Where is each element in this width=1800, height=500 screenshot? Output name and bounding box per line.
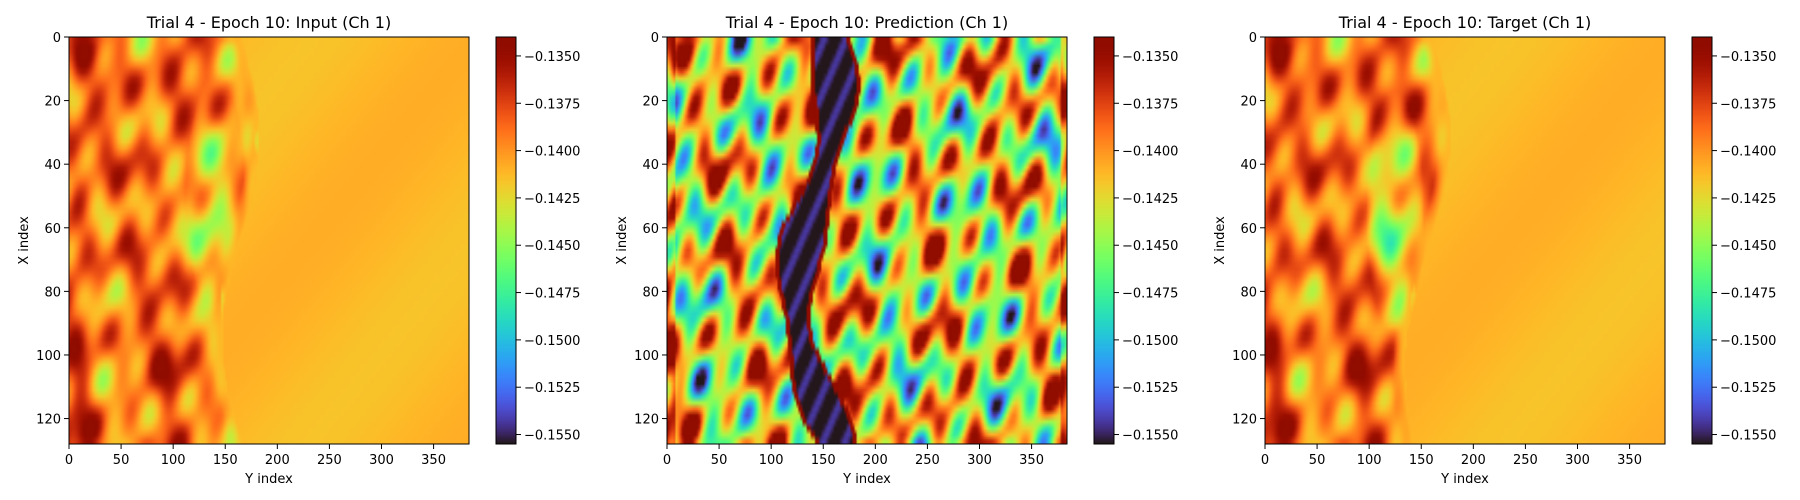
colorbar-tick-label: −0.1400 [1720, 145, 1776, 160]
colorbar-tick-label: −0.1475 [1720, 287, 1776, 302]
x-tick-label: 250 [915, 453, 940, 468]
x-axis-label: Y index [244, 472, 293, 487]
colorbar-tick-label: −0.1550 [1122, 429, 1178, 444]
y-tick-label: 100 [36, 349, 61, 364]
heatmap-image [1265, 37, 1665, 444]
colorbar-tick-label: −0.1450 [1122, 239, 1178, 254]
colorbar [1692, 37, 1712, 444]
x-tick-label: 300 [1565, 453, 1590, 468]
colorbar-tick-label: −0.1475 [1122, 287, 1178, 302]
x-tick-label: 50 [711, 453, 728, 468]
y-tick-label: 60 [1240, 222, 1257, 237]
y-tick-label: 40 [642, 158, 659, 173]
y-tick-label: 40 [1240, 158, 1257, 173]
heatmap-image [69, 37, 469, 444]
y-tick-label: 80 [1240, 285, 1257, 300]
x-axis-label: Y index [1440, 472, 1489, 487]
y-tick-label: 20 [44, 95, 61, 110]
x-tick-label: 350 [1019, 453, 1044, 468]
colorbar-tick-label: −0.1500 [1122, 334, 1178, 349]
y-tick-label: 100 [1232, 349, 1257, 364]
colorbar-tick-label: −0.1500 [524, 334, 580, 349]
y-tick-label: 0 [651, 31, 659, 46]
colorbar-tick-label: −0.1450 [1720, 239, 1776, 254]
colorbar-frame [1691, 36, 1713, 445]
y-tick-label: 120 [1232, 413, 1257, 428]
colorbar-tick-label: −0.1500 [1720, 334, 1776, 349]
x-axis-label: Y index [842, 472, 891, 487]
y-tick-label: 0 [1249, 31, 1257, 46]
y-tick-label: 60 [44, 222, 61, 237]
x-tick-label: 0 [663, 453, 671, 468]
x-tick-label: 200 [1461, 453, 1486, 468]
colorbar-frame [1093, 36, 1115, 445]
chart-title: Trial 4 - Epoch 10: Prediction (Ch 1) [725, 13, 1008, 32]
x-tick-label: 50 [1309, 453, 1326, 468]
y-tick-label: 100 [634, 349, 659, 364]
y-tick-label: 120 [634, 413, 659, 428]
y-axis-label: X index [1213, 216, 1228, 265]
colorbar-tick-label: −0.1525 [1122, 381, 1178, 396]
chart-title: Trial 4 - Epoch 10: Target (Ch 1) [1338, 13, 1591, 32]
y-tick-label: 80 [44, 285, 61, 300]
chart-title: Trial 4 - Epoch 10: Input (Ch 1) [146, 13, 391, 32]
x-tick-label: 250 [317, 453, 342, 468]
colorbar-tick-label: −0.1550 [524, 429, 580, 444]
colorbar [496, 37, 516, 444]
y-tick-label: 0 [53, 31, 61, 46]
y-tick-label: 40 [44, 158, 61, 173]
x-tick-label: 350 [1617, 453, 1642, 468]
y-tick-label: 80 [642, 285, 659, 300]
x-tick-label: 100 [161, 453, 186, 468]
panel-target: Trial 4 - Epoch 10: Target (Ch 1) 0 50 100 1… [1213, 13, 1776, 487]
x-tick-label: 200 [265, 453, 290, 468]
colorbar-tick-label: −0.1525 [524, 381, 580, 396]
panel-prediction: Trial 4 - Epoch 10: Prediction (Ch 1) 0 50… [615, 13, 1178, 487]
y-tick-label: 120 [36, 413, 61, 428]
heatmap-image [667, 37, 1067, 444]
x-tick-label: 150 [213, 453, 238, 468]
x-tick-label: 150 [1409, 453, 1434, 468]
axes-frame [666, 36, 1068, 445]
x-tick-label: 100 [1357, 453, 1382, 468]
y-tick-label: 60 [642, 222, 659, 237]
colorbar-tick-label: −0.1350 [1122, 50, 1178, 65]
colorbar-tick-label: −0.1400 [524, 145, 580, 160]
x-tick-label: 100 [759, 453, 784, 468]
colorbar-tick-label: −0.1450 [524, 239, 580, 254]
axes-frame [68, 36, 470, 445]
colorbar-tick-label: −0.1425 [1122, 192, 1178, 207]
x-tick-label: 0 [65, 453, 73, 468]
axes-frame [1264, 36, 1666, 445]
x-tick-label: 50 [113, 453, 130, 468]
colorbar [1094, 37, 1114, 444]
colorbar-tick-label: −0.1350 [1720, 50, 1776, 65]
colorbar-tick-label: −0.1375 [1122, 97, 1178, 112]
x-tick-label: 0 [1261, 453, 1269, 468]
y-tick-label: 20 [642, 95, 659, 110]
x-tick-label: 350 [421, 453, 446, 468]
x-tick-label: 200 [863, 453, 888, 468]
colorbar-tick-label: −0.1425 [524, 192, 580, 207]
y-axis-label: X index [615, 216, 630, 265]
colorbar-tick-label: −0.1400 [1122, 145, 1178, 160]
colorbar-tick-label: −0.1350 [524, 50, 580, 65]
colorbar-tick-label: −0.1550 [1720, 429, 1776, 444]
colorbar-tick-label: −0.1475 [524, 287, 580, 302]
colorbar-tick-label: −0.1375 [1720, 97, 1776, 112]
x-tick-label: 300 [967, 453, 992, 468]
panel-input: Trial 4 - Epoch 10: Input (Ch 1) 0 50 100 15… [17, 13, 580, 487]
colorbar-tick-label: −0.1425 [1720, 192, 1776, 207]
y-tick-label: 20 [1240, 95, 1257, 110]
colorbar-frame [495, 36, 517, 445]
y-axis-label: X index [17, 216, 32, 265]
x-tick-label: 250 [1513, 453, 1538, 468]
x-tick-label: 150 [811, 453, 836, 468]
colorbar-tick-label: −0.1525 [1720, 381, 1776, 396]
colorbar-tick-label: −0.1375 [524, 97, 580, 112]
x-tick-label: 300 [369, 453, 394, 468]
